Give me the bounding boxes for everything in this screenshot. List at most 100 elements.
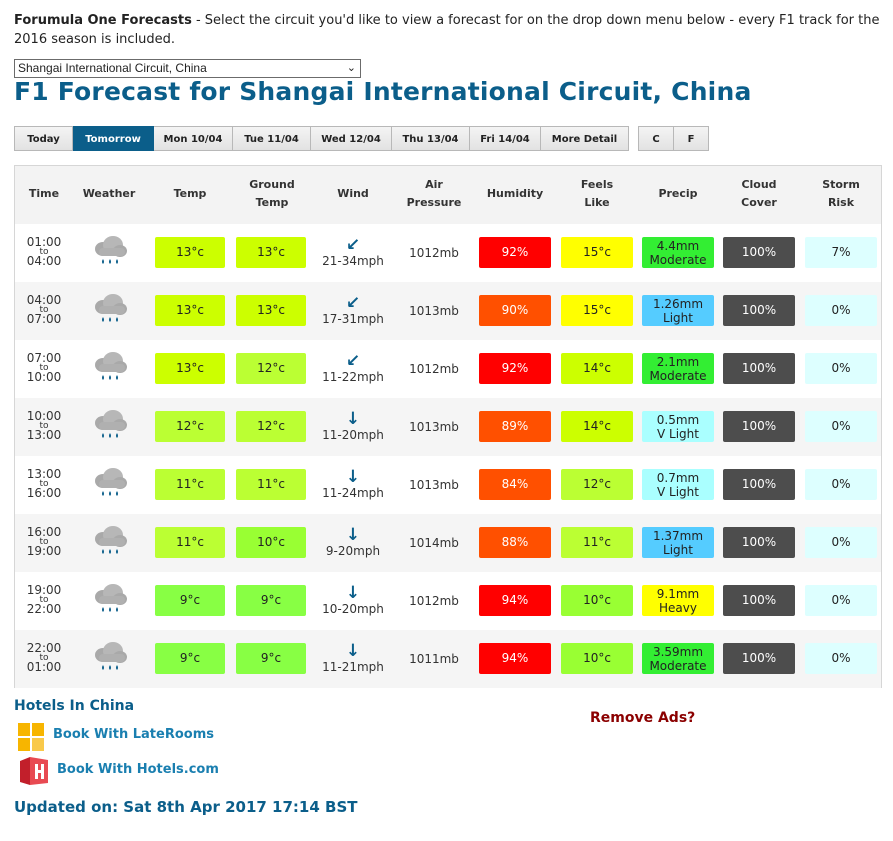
header-temp: Temp (173, 187, 207, 200)
precip-amount: 4.4mm (656, 239, 700, 253)
humidity-cell: 89% (479, 411, 551, 442)
precip-description: Light (663, 311, 693, 325)
circuit-select[interactable]: Shangai International Circuit, China ⌄ (14, 59, 361, 78)
precip-description: Heavy (659, 601, 697, 615)
time-from: 22:00 (26, 641, 62, 655)
time-to-label: to (39, 421, 49, 431)
cloud-cover-cell: 100% (723, 643, 795, 674)
header-time: Time (28, 187, 60, 200)
time-from: 01:00 (26, 235, 62, 249)
time-range: 19:00 to 22:00 (15, 584, 73, 616)
time-to-label: to (39, 247, 49, 257)
laterooms-link[interactable]: Book With LateRooms (53, 727, 214, 742)
temp-cell: 13°c (155, 353, 225, 384)
wind-speed: 11-22mph (322, 370, 384, 384)
wind-cell: ↓ 10-20mph (320, 583, 386, 617)
wind-speed: 11-24mph (322, 486, 384, 500)
tab-mon[interactable]: Mon 10/04 (154, 126, 233, 151)
header-storm-line2: Risk (827, 196, 855, 209)
tab-fri[interactable]: Fri 14/04 (470, 126, 541, 151)
updated-timestamp: Updated on: Sat 8th Apr 2017 17:14 BST (14, 798, 358, 816)
header-ground-line2: Temp (255, 196, 289, 209)
wind-cell: ↓ 11-21mph (320, 643, 386, 675)
humidity-cell: 92% (479, 353, 551, 384)
storm-risk-cell: 7% (805, 237, 877, 268)
pressure-cell: 1013mb (409, 420, 459, 434)
feels-like-cell: 14°c (561, 353, 633, 384)
tab-tue[interactable]: Tue 11/04 (233, 126, 311, 151)
header-cloud-line1: Cloud (741, 178, 777, 191)
pressure-cell: 1012mb (409, 362, 459, 376)
precip-cell: 1.26mm Light (642, 295, 714, 326)
time-to-label: to (39, 305, 49, 315)
storm-risk-cell: 0% (805, 353, 877, 384)
wind-speed: 21-34mph (322, 254, 384, 268)
header-feels-line2: Like (584, 196, 610, 209)
tab-more-detail[interactable]: More Detail (541, 126, 629, 151)
time-to: 19:00 (26, 544, 62, 558)
header-humidity: Humidity (486, 187, 544, 200)
precip-cell: 0.7mm V Light (642, 469, 714, 500)
temp-cell: 13°c (155, 237, 225, 268)
time-range: 07:00 to 10:00 (15, 352, 73, 384)
intro-text: Forumula One Forecasts - Select the circ… (14, 11, 884, 49)
rain-cloud-icon (91, 234, 129, 270)
page-title: F1 Forecast for Shangai International Ci… (14, 77, 752, 106)
intro-title: Forumula One Forecasts (14, 13, 192, 28)
wind-cell: ↓ 9-20mph (320, 525, 386, 559)
header-air-pressure: Air Pressure (399, 176, 469, 212)
storm-risk-cell: 0% (805, 643, 877, 674)
table-row: 13:00 to 16:00 11°c 11°c ↓ 11-24mph 1013mb 84% 12… (15, 456, 881, 514)
tab-tomorrow[interactable]: Tomorrow (73, 126, 154, 151)
humidity-cell: 92% (479, 237, 551, 268)
time-to: 04:00 (26, 254, 62, 268)
remove-ads-link[interactable]: Remove Ads? (590, 710, 696, 726)
precip-cell: 1.37mm Light (642, 527, 714, 558)
table-row: 01:00 to 04:00 13°c 13°c ↙ 21-34mph 1012mb 92% 15… (15, 224, 881, 282)
precip-description: V Light (657, 427, 699, 441)
hotelscom-link[interactable]: Book With Hotels.com (57, 762, 219, 777)
precip-description: Light (663, 543, 693, 557)
tab-wed[interactable]: Wed 12/04 (311, 126, 392, 151)
time-to-label: to (39, 537, 49, 547)
table-header: Time Weather Temp Ground Temp Wind Air P… (15, 166, 881, 224)
feels-like-cell: 15°c (561, 295, 633, 326)
table-row: 04:00 to 07:00 13°c 13°c ↙ 17-31mph 1013mb 90% 15… (15, 282, 881, 340)
wind-speed: 11-21mph (322, 660, 384, 674)
wind-speed: 10-20mph (322, 602, 384, 616)
unit-fahrenheit-button[interactable]: F (674, 126, 709, 151)
time-range: 16:00 to 19:00 (15, 526, 73, 558)
precip-amount: 1.37mm (652, 529, 704, 543)
wind-speed: 11-20mph (322, 428, 384, 442)
wind-direction-icon: ↓ (345, 583, 361, 603)
hotels-title: Hotels In China (14, 698, 135, 714)
storm-risk-cell: 0% (805, 469, 877, 500)
time-to: 07:00 (26, 312, 62, 326)
rain-cloud-icon (91, 466, 129, 502)
unit-celsius-button[interactable]: C (638, 126, 674, 151)
precip-description: V Light (657, 485, 699, 499)
cloud-cover-cell: 100% (723, 237, 795, 268)
humidity-cell: 88% (479, 527, 551, 558)
tab-today[interactable]: Today (14, 126, 73, 151)
rain-cloud-icon (91, 582, 129, 618)
wind-direction-icon: ↓ (345, 525, 361, 545)
wind-speed: 17-31mph (322, 312, 384, 326)
tab-thu[interactable]: Thu 13/04 (392, 126, 470, 151)
precip-cell: 9.1mm Heavy (642, 585, 714, 616)
storm-risk-cell: 0% (805, 585, 877, 616)
feels-like-cell: 10°c (561, 585, 633, 616)
ground-temp-cell: 11°c (236, 469, 306, 500)
temp-cell: 12°c (155, 411, 225, 442)
pressure-cell: 1012mb (409, 594, 459, 608)
precip-amount: 2.1mm (656, 355, 700, 369)
wind-cell: ↓ 11-20mph (320, 411, 386, 443)
ground-temp-cell: 9°c (236, 643, 306, 674)
ground-temp-cell: 13°c (236, 237, 306, 268)
feels-like-cell: 14°c (561, 411, 633, 442)
header-storm-line1: Storm (822, 178, 860, 191)
time-to-label: to (39, 595, 49, 605)
precip-cell: 2.1mm Moderate (642, 353, 714, 384)
wind-speed: 9-20mph (325, 544, 381, 558)
rain-cloud-icon (91, 408, 129, 444)
